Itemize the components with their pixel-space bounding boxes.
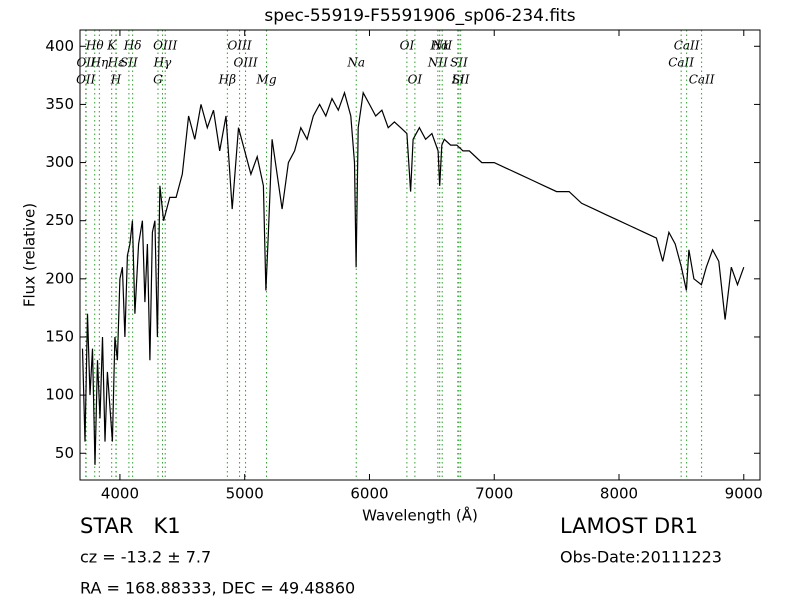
x-tick-label: 7000 xyxy=(475,485,513,503)
emission-line-label: CaII xyxy=(668,56,694,70)
cz-label: cz = -13.2 ± 7.7 xyxy=(80,548,211,567)
y-tick-label: 150 xyxy=(45,327,74,345)
emission-line-label: Mg xyxy=(256,73,277,87)
y-tick-label: 250 xyxy=(45,211,74,229)
emission-line-label: G xyxy=(153,73,163,87)
y-tick-label: 200 xyxy=(45,269,74,287)
survey-label: LAMOST DR1 xyxy=(560,514,698,538)
x-tick-label: 6000 xyxy=(350,485,388,503)
emission-line-label: Hγ xyxy=(153,56,172,70)
spectrum-line xyxy=(81,90,745,465)
emission-line-label: NII xyxy=(431,39,452,53)
y-axis-label: Flux (relative) xyxy=(21,203,39,307)
x-tick-label: 9000 xyxy=(725,485,763,503)
coords-label: RA = 168.88333, DEC = 49.48860 xyxy=(80,579,355,598)
emission-line-label: OI xyxy=(400,39,415,53)
emission-line-label: OII xyxy=(76,56,96,70)
emission-line-label: Na xyxy=(346,56,365,70)
date-label: Obs-Date:20111223 xyxy=(560,548,722,567)
x-axis-label: Wavelength (Å) xyxy=(362,506,478,525)
emission-line-label: OIII xyxy=(234,56,258,70)
plot-frame xyxy=(79,29,761,481)
emission-line-label: OIII xyxy=(228,39,252,53)
x-tick-label: 4000 xyxy=(101,485,139,503)
x-tick-label: 5000 xyxy=(226,485,264,503)
emission-line-label: SII xyxy=(452,73,470,87)
emission-line-label: OIII xyxy=(153,39,177,53)
x-tick-label: 8000 xyxy=(600,485,638,503)
y-tick-label: 300 xyxy=(45,153,74,171)
emission-line-label: SII xyxy=(450,56,468,70)
emission-line-label: CaII xyxy=(674,39,700,53)
emission-line-label: Hα xyxy=(429,39,449,53)
y-tick-label: 350 xyxy=(45,95,74,113)
emission-line-label: Hδ xyxy=(123,39,142,53)
class-label: STAR K1 xyxy=(80,514,181,538)
emission-line-label: CaII xyxy=(689,73,715,87)
emission-line-label: Hη xyxy=(90,56,109,70)
emission-line-label: H xyxy=(110,73,122,87)
emission-line-label: OI xyxy=(408,73,423,87)
y-tick-label: 400 xyxy=(45,37,74,55)
y-tick-label: 50 xyxy=(55,444,74,462)
chart-title: spec-55919-F5591906_sp06-234.fits xyxy=(264,6,575,26)
emission-line-label: SII xyxy=(120,56,138,70)
emission-line-label: Hβ xyxy=(218,73,236,87)
emission-line-label: Hθ xyxy=(85,39,104,53)
emission-line-label: K xyxy=(106,39,117,53)
y-tick-label: 100 xyxy=(45,386,74,404)
emission-line-label: NII xyxy=(427,56,448,70)
